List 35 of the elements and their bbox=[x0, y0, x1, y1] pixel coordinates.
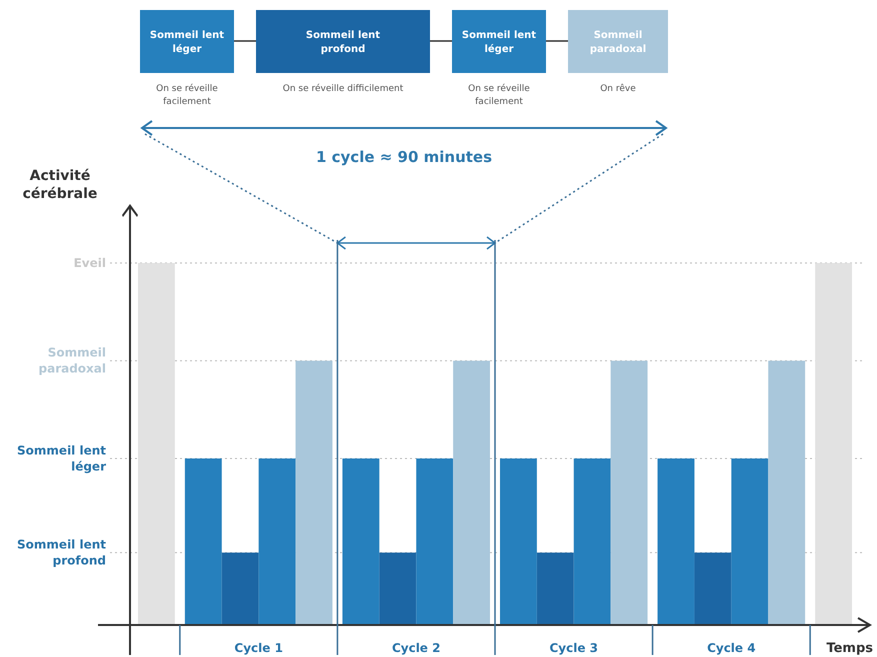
text: Sommeil lent léger bbox=[150, 30, 224, 55]
x-axis-title: Temps bbox=[826, 641, 874, 656]
ref-line-label: Sommeil lent profond bbox=[17, 538, 106, 568]
text: On se réveille facilement bbox=[468, 83, 530, 107]
text: On se réveille difficilement bbox=[282, 83, 404, 94]
bar bbox=[379, 552, 416, 625]
text: Sommeil lent profond bbox=[306, 30, 380, 55]
bar bbox=[658, 458, 694, 625]
bar bbox=[453, 360, 490, 625]
bar bbox=[222, 552, 259, 625]
bar bbox=[815, 263, 852, 625]
ref-line-label: Sommeil lent léger bbox=[17, 443, 106, 474]
text: Sommeil paradoxal bbox=[590, 30, 646, 55]
bar bbox=[296, 360, 332, 625]
bar bbox=[416, 458, 454, 625]
text: Sommeil lent léger bbox=[462, 30, 536, 55]
x-tick-label: Cycle 3 bbox=[550, 641, 598, 655]
bar bbox=[258, 458, 296, 625]
y-axis-title: Activité cérébrale bbox=[22, 168, 98, 202]
x-tick-label: Cycle 2 bbox=[392, 641, 440, 655]
x-tick-label: Cycle 4 bbox=[707, 641, 756, 655]
text: On se réveille facilement bbox=[156, 83, 218, 107]
bar bbox=[731, 458, 768, 625]
bar bbox=[536, 552, 574, 625]
bar bbox=[184, 458, 222, 625]
x-tick-label: Cycle 1 bbox=[234, 641, 283, 655]
text: On rêve bbox=[600, 83, 636, 94]
text: 1 cycle ≈ 90 minutes bbox=[316, 148, 492, 166]
bar bbox=[574, 458, 611, 625]
ref-line-label: Sommeil paradoxal bbox=[38, 346, 106, 376]
bar bbox=[342, 458, 380, 625]
bar bbox=[694, 552, 732, 625]
bar bbox=[500, 458, 537, 625]
bar bbox=[768, 360, 806, 625]
bar bbox=[610, 360, 648, 625]
